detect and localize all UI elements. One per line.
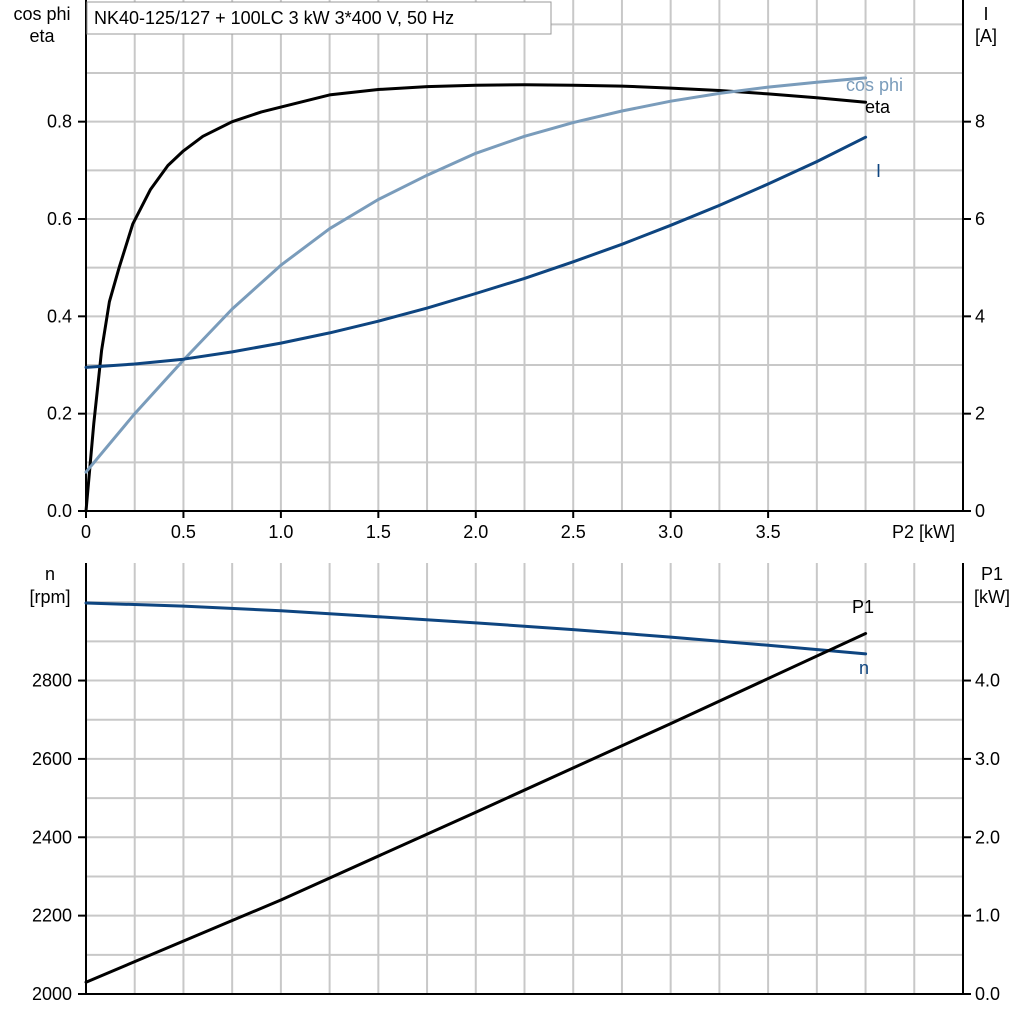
- series-label-current: I: [876, 161, 881, 181]
- top-axes: [85, 0, 964, 512]
- x-axis-label: P2 [kW]: [892, 522, 955, 542]
- right-tick-label-2: 2: [975, 404, 985, 424]
- series-label-p1: P1: [852, 597, 874, 617]
- x-tick-label-2-0: 2.0: [463, 522, 488, 542]
- bottom-tick-labels: 2000 2200 2400 2600 2800 0.0 1.0 2.0 3.0 4.0: [32, 671, 1000, 1004]
- left-tick-label-0-4: 0.4: [47, 306, 72, 326]
- top-tick-labels: 0.0 0.2 0.4 0.6 0.8 0 2 4 6 8 0 0.5 1.0 1.5 2.0 2.5 3.0 3…: [47, 112, 985, 542]
- bottom-right-axis-label-line2: [kW]: [974, 587, 1010, 607]
- x-tick-label-2-5: 2.5: [561, 522, 586, 542]
- series-line-cos-phi: [84, 76, 868, 474]
- left-tick-label-0-6: 0.6: [47, 209, 72, 229]
- bottom-right-axis-label-line1: P1: [981, 564, 1003, 584]
- left-tick-label-0-2: 0.2: [47, 404, 72, 424]
- chart-title-box: [86, 1, 552, 35]
- x-tick-label-3-0: 3.0: [658, 522, 683, 542]
- bottom-left-axis-label-line1: n: [45, 564, 55, 584]
- series-line-n: [84, 601, 868, 656]
- bottom-axes: [85, 563, 964, 995]
- right-tick-label-8: 8: [975, 112, 985, 132]
- x-tick-label-3-5: 3.5: [756, 522, 781, 542]
- series-label-cos-phi: cos phi: [846, 75, 903, 95]
- left-tick-label-0-0: 0.0: [47, 501, 72, 521]
- right-tick-label-2-0: 2.0: [975, 827, 1000, 847]
- right-tick-label-3-0: 3.0: [975, 749, 1000, 769]
- chart-title: NK40-125/127 + 100LC 3 kW 3*400 V, 50 Hz: [94, 8, 454, 28]
- bottom-grid: [86, 563, 963, 994]
- bottom-left-axis-label-line2: [rpm]: [29, 587, 70, 607]
- top-left-axis-label-line2: eta: [29, 26, 55, 46]
- x-tick-label-1-5: 1.5: [366, 522, 391, 542]
- left-tick-label-2000: 2000: [32, 984, 72, 1004]
- right-tick-label-1-0: 1.0: [975, 906, 1000, 926]
- x-tick-label-0-5: 0.5: [171, 522, 196, 542]
- right-tick-label-0: 0: [975, 501, 985, 521]
- top-right-axis-label-line2: [A]: [975, 26, 997, 46]
- top-left-axis-label-line1: cos phi: [13, 4, 70, 24]
- right-tick-label-4: 4: [975, 306, 985, 326]
- top-grid: [86, 0, 963, 511]
- right-tick-label-0-0: 0.0: [975, 984, 1000, 1004]
- bottom-curves: [84, 601, 868, 984]
- left-tick-label-2200: 2200: [32, 906, 72, 926]
- left-tick-label-0-8: 0.8: [47, 112, 72, 132]
- x-tick-label-1-0: 1.0: [268, 522, 293, 542]
- left-tick-label-2400: 2400: [32, 827, 72, 847]
- left-tick-label-2800: 2800: [32, 671, 72, 691]
- series-label-n: n: [859, 658, 869, 678]
- top-right-axis-label-line1: I: [983, 4, 988, 24]
- top-panel: 0.0 0.2 0.4 0.6 0.8 0 2 4 6 8 0 0.5 1.0 1.5 2.0 2.5 3.0 3…: [13, 0, 997, 542]
- series-label-eta: eta: [865, 97, 891, 117]
- x-tick-label-0: 0: [81, 522, 91, 542]
- right-tick-label-6: 6: [975, 209, 985, 229]
- left-tick-label-2600: 2600: [32, 749, 72, 769]
- top-curves: [84, 76, 868, 513]
- series-line-eta: [84, 83, 868, 513]
- series-line-i: [84, 135, 868, 369]
- bottom-panel: 2000 2200 2400 2600 2800 0.0 1.0 2.0 3.0 4.0 n [r…: [29, 563, 1010, 1004]
- series-line-p1: [84, 632, 868, 984]
- right-tick-label-4-0: 4.0: [975, 671, 1000, 691]
